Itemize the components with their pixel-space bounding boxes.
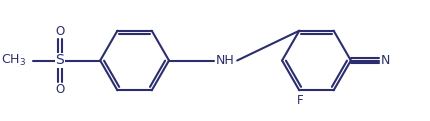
Text: N: N: [381, 54, 390, 67]
Text: S: S: [55, 53, 64, 68]
Text: CH$_3$: CH$_3$: [1, 53, 26, 68]
Text: O: O: [55, 25, 64, 38]
Text: F: F: [297, 94, 304, 107]
Text: O: O: [55, 83, 64, 96]
Text: NH: NH: [216, 54, 235, 67]
